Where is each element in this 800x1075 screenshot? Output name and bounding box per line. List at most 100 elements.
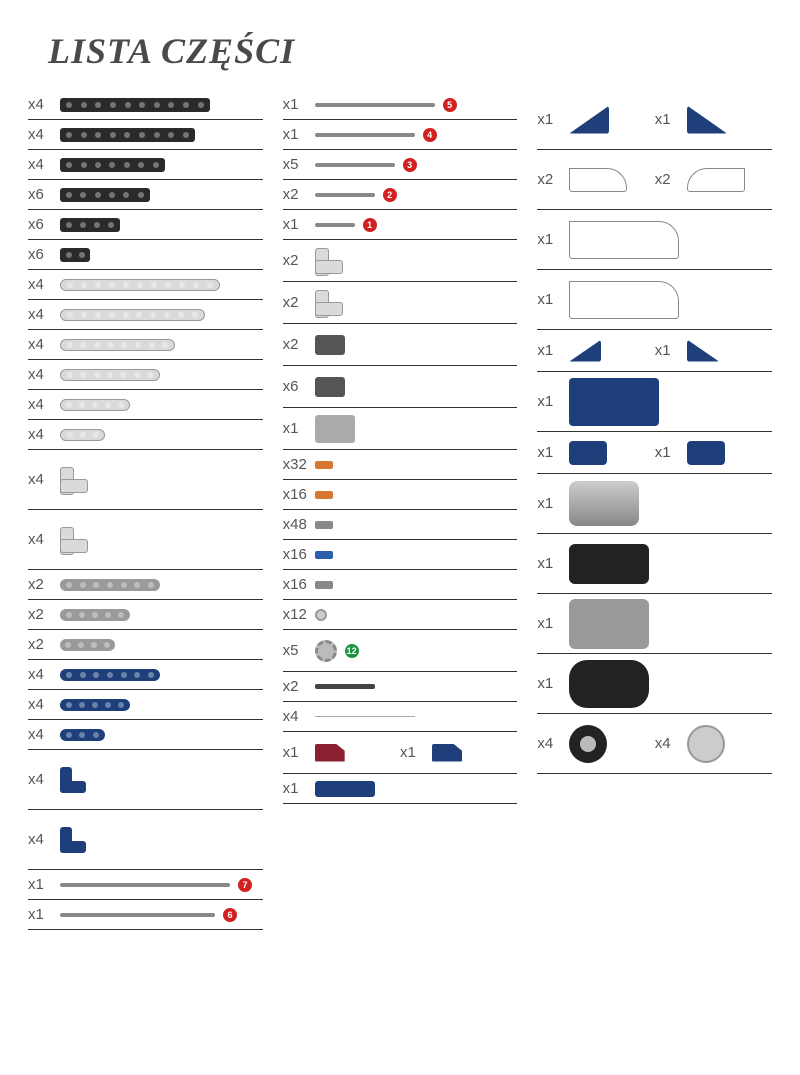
parts-row: x1x1 xyxy=(537,90,772,150)
qty-label: x16 xyxy=(283,546,315,563)
qty-label: x2 xyxy=(283,252,315,269)
qty-label: x1 xyxy=(283,96,315,113)
qty-label: x1 xyxy=(400,744,432,761)
parts-row: x1 xyxy=(537,654,772,714)
qty-label: x2 xyxy=(28,636,60,653)
parts-columns: x4x4x4x6x6x6x4x4x4x4x4x4x4x4x2x2x2x4x4x4… xyxy=(28,90,772,930)
part-tri-blue-sm-mirror xyxy=(687,340,719,362)
part-beam-black xyxy=(60,218,120,232)
part-beam-grey-round xyxy=(60,339,175,351)
parts-row: x2 xyxy=(28,570,263,600)
parts-row: x4 xyxy=(28,120,263,150)
parts-row: x5 12 xyxy=(283,630,518,672)
qty-label: x1 xyxy=(537,555,569,572)
part-box-grey xyxy=(569,599,649,649)
part-beam-grey-round xyxy=(60,369,160,381)
qty-label: x4 xyxy=(537,735,569,752)
page-title: LISTA CZĘŚCI xyxy=(48,30,772,72)
parts-row: x6 xyxy=(28,210,263,240)
qty-label: x2 xyxy=(655,171,687,188)
qty-label: x4 xyxy=(28,306,60,323)
qty-label: x1 xyxy=(283,744,315,761)
parts-row: x16 xyxy=(283,540,518,570)
qty-label: x4 xyxy=(28,366,60,383)
qty-label: x4 xyxy=(28,336,60,353)
part-beam-grey-round xyxy=(60,279,220,291)
size-badge: 12 xyxy=(345,644,359,658)
qty-label: x5 xyxy=(283,642,315,659)
size-badge: 7 xyxy=(238,878,252,892)
qty-label: x4 xyxy=(28,666,60,683)
parts-row: x4 xyxy=(28,360,263,390)
part-axle xyxy=(60,883,230,887)
parts-row: x1 1 xyxy=(283,210,518,240)
size-badge: 4 xyxy=(423,128,437,142)
parts-row: x53 xyxy=(283,150,518,180)
qty-label: x1 xyxy=(283,126,315,143)
part-pin-blue xyxy=(315,551,333,559)
qty-label: x1 xyxy=(283,780,315,797)
part-axle xyxy=(315,223,355,227)
size-badge: 2 xyxy=(383,188,397,202)
part-lbeam-grey xyxy=(315,248,341,274)
part-bush xyxy=(315,609,327,621)
qty-label: x1 xyxy=(28,906,60,923)
part-pin-grey xyxy=(315,581,333,589)
qty-label: x1 xyxy=(537,231,569,248)
parts-row: x4 xyxy=(28,420,263,450)
column-3: x1x1x2x2x1x1x1x1x1x1x1x1x1x1x1x4x4 xyxy=(537,90,772,930)
column-1: x4x4x4x6x6x6x4x4x4x4x4x4x4x4x2x2x2x4x4x4… xyxy=(28,90,263,930)
part-motor xyxy=(569,481,639,526)
part-pin-orange xyxy=(315,461,333,469)
parts-row: x2 xyxy=(28,630,263,660)
part-wing-mirror xyxy=(687,168,745,192)
qty-label: x2 xyxy=(283,678,315,695)
parts-row: x1 xyxy=(537,372,772,432)
part-connector-lt xyxy=(315,415,355,443)
part-beam-black xyxy=(60,158,165,172)
parts-row: x1 xyxy=(537,270,772,330)
parts-row: x4 xyxy=(28,330,263,360)
qty-label: x4 xyxy=(28,471,60,488)
qty-label: x1 xyxy=(537,675,569,692)
parts-row: x4 xyxy=(28,510,263,570)
part-panel-blue-sm xyxy=(569,441,607,465)
qty-label: x4 xyxy=(28,696,60,713)
parts-row: x1 xyxy=(537,474,772,534)
part-tri-blue-mirror xyxy=(687,106,727,134)
qty-label: x2 xyxy=(283,294,315,311)
parts-row: x4 xyxy=(28,750,263,810)
parts-row: x6 xyxy=(28,180,263,210)
part-box-black xyxy=(569,544,649,584)
parts-row: x2 xyxy=(283,672,518,702)
qty-label: x16 xyxy=(283,576,315,593)
qty-label: x1 xyxy=(537,444,569,461)
qty-label: x1 xyxy=(537,291,569,308)
qty-label: x1 xyxy=(537,495,569,512)
part-string xyxy=(315,716,415,717)
parts-row: x4 xyxy=(28,720,263,750)
part-connector xyxy=(315,335,345,355)
qty-label: x1 xyxy=(655,342,687,359)
part-lbeam-blue xyxy=(60,827,86,853)
parts-row: x4 xyxy=(283,702,518,732)
parts-row: x4x4 xyxy=(537,714,772,774)
qty-label: x4 xyxy=(28,771,60,788)
part-wing xyxy=(569,168,627,192)
qty-label: x1 xyxy=(283,216,315,233)
part-lbeam-grey xyxy=(315,290,341,316)
qty-label: x1 xyxy=(655,444,687,461)
part-axle xyxy=(315,163,395,167)
qty-label: x16 xyxy=(283,486,315,503)
part-beam-black xyxy=(60,98,210,112)
part-lbeam-grey xyxy=(60,467,86,493)
part-beam-black xyxy=(60,248,90,262)
qty-label: x2 xyxy=(28,606,60,623)
size-badge: 1 xyxy=(363,218,377,232)
part-pin-orange xyxy=(315,491,333,499)
size-badge: 5 xyxy=(443,98,457,112)
qty-label: x6 xyxy=(283,378,315,395)
qty-label: x2 xyxy=(283,186,315,203)
parts-row: x32 xyxy=(283,450,518,480)
qty-label: x4 xyxy=(28,156,60,173)
